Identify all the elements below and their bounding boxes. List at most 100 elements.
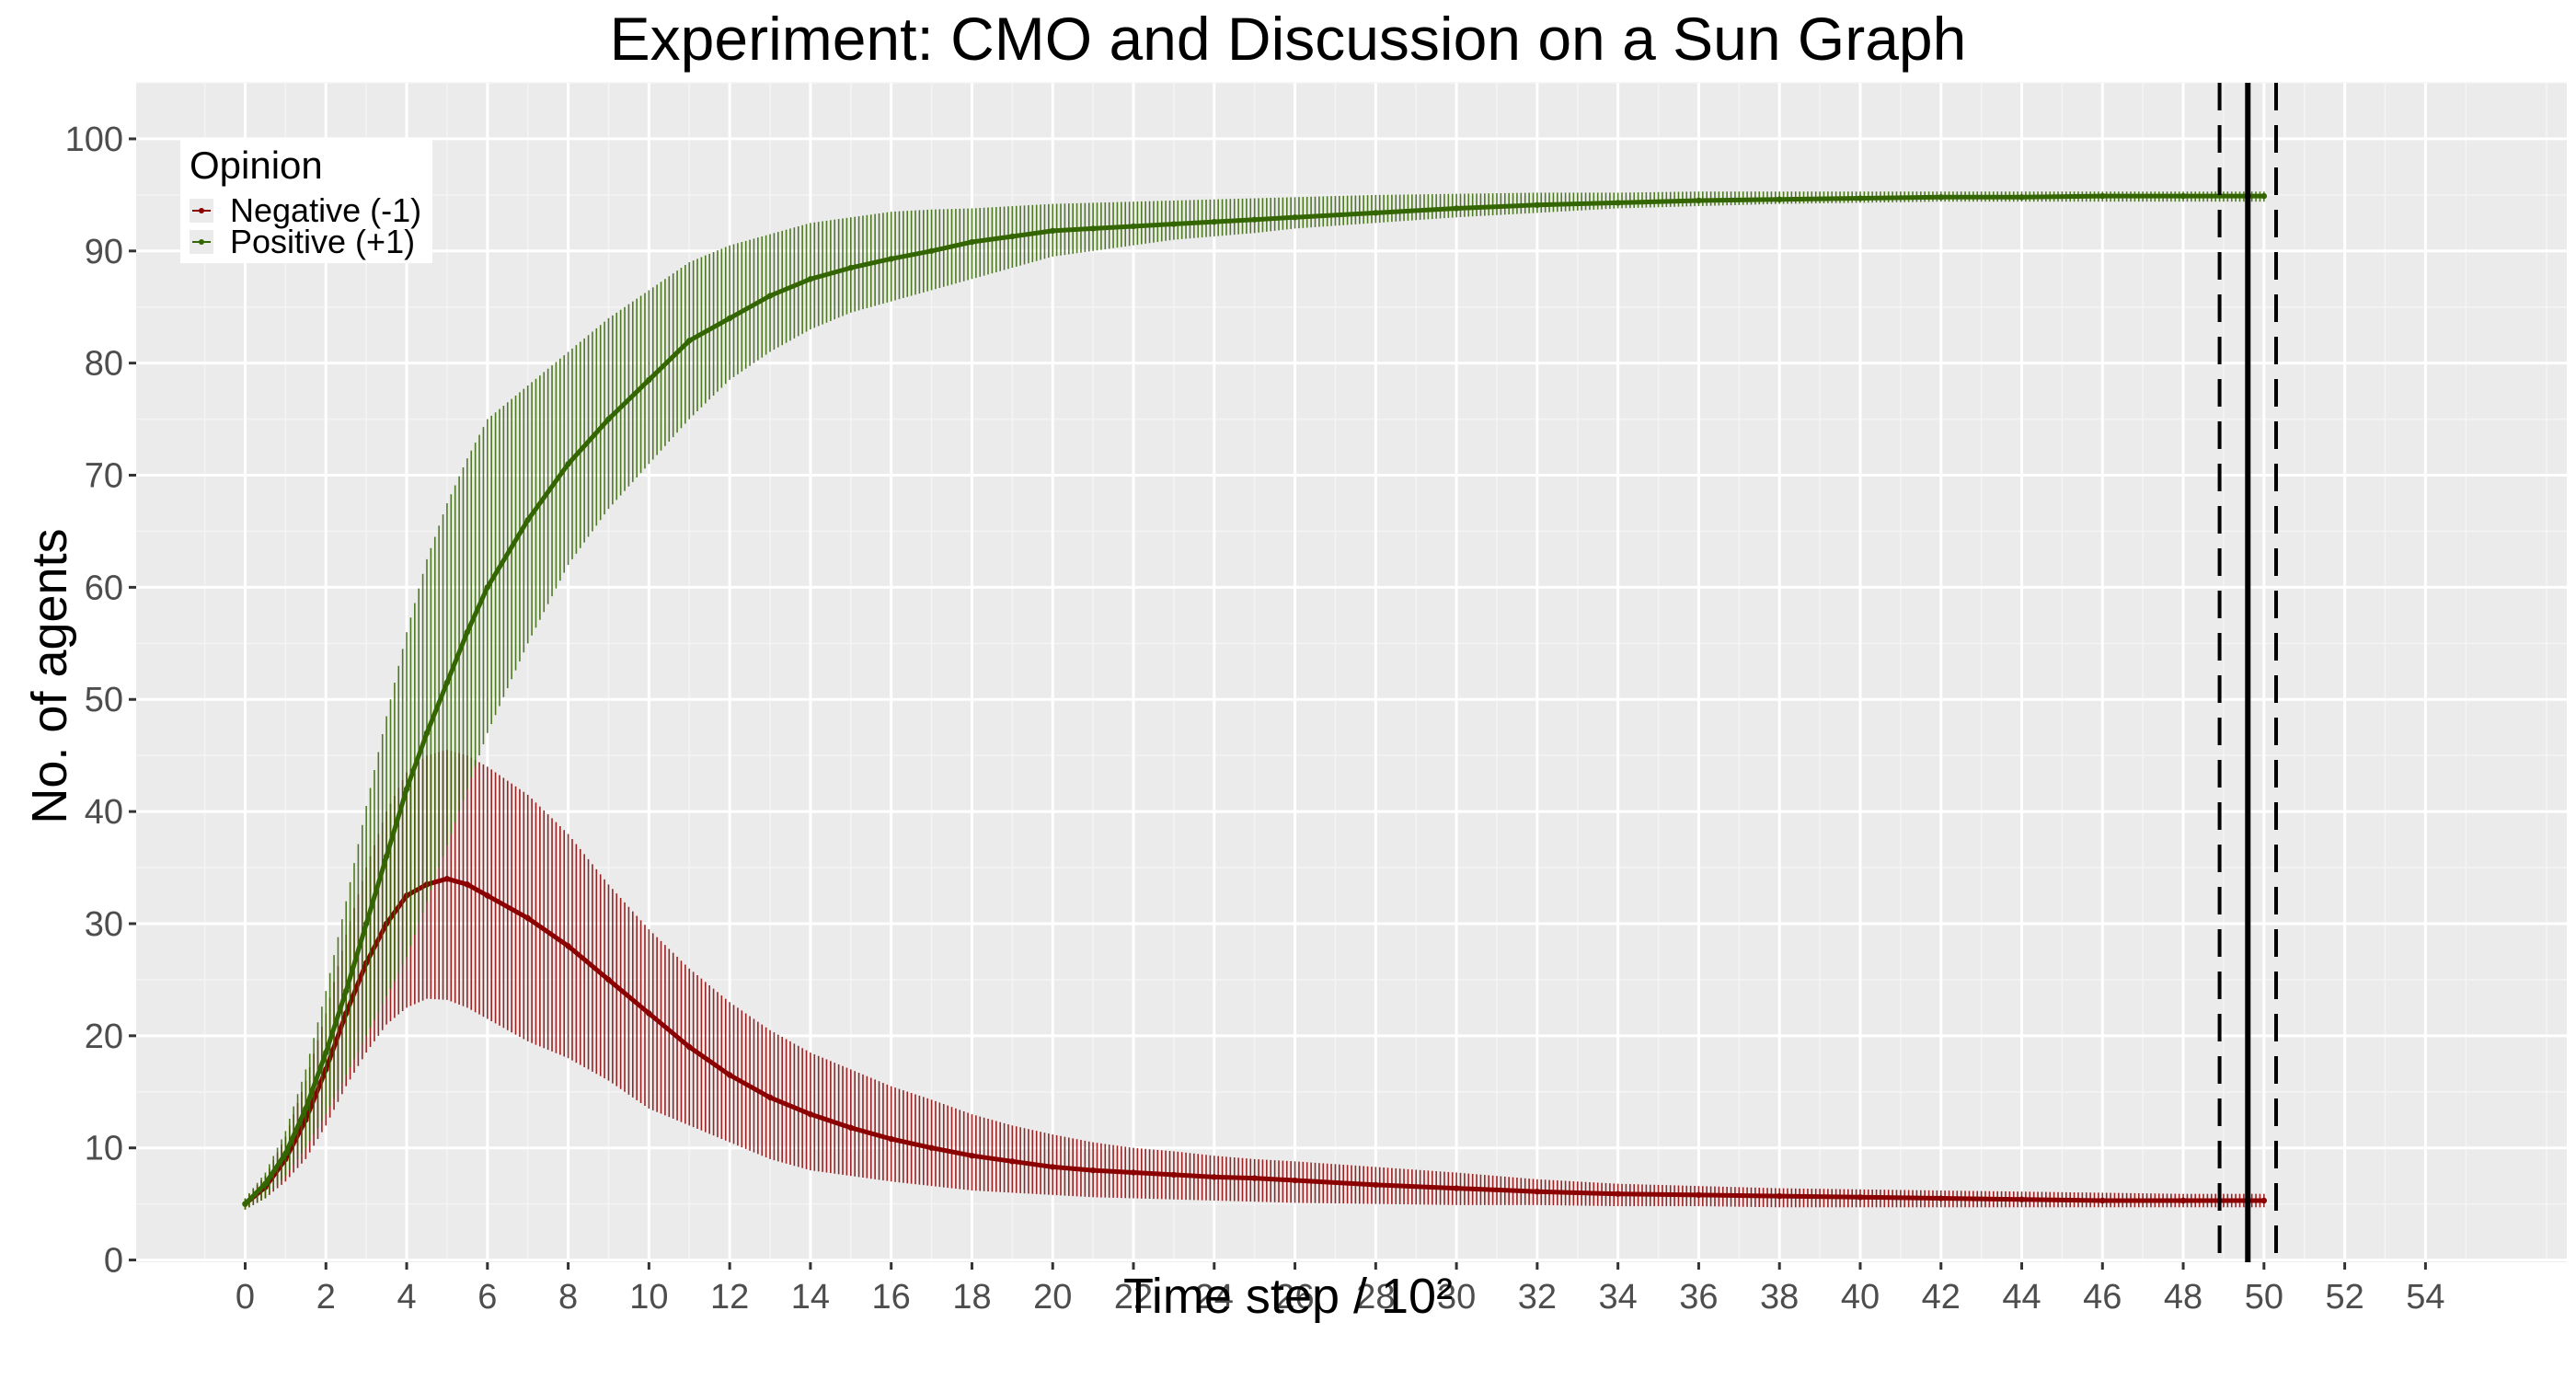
mean-point bbox=[484, 584, 491, 591]
mean-point bbox=[1211, 1174, 1217, 1180]
y-tick-label: 100 bbox=[65, 121, 123, 159]
mean-point bbox=[928, 247, 935, 254]
x-tick-label: 54 bbox=[2406, 1278, 2444, 1317]
mean-point bbox=[1050, 1164, 1056, 1170]
y-tick-label: 80 bbox=[85, 345, 123, 384]
mean-point bbox=[383, 853, 390, 860]
mean-point bbox=[1615, 1190, 1621, 1197]
x-tick-label: 22 bbox=[1114, 1278, 1153, 1317]
legend-label-positive: Positive (+1) bbox=[230, 223, 416, 260]
mean-point bbox=[565, 461, 571, 467]
mean-point bbox=[646, 376, 652, 384]
mean-point bbox=[2179, 192, 2187, 200]
mean-point bbox=[1089, 1167, 1097, 1174]
mean-point bbox=[1009, 1158, 1016, 1165]
legend-title: Opinion bbox=[190, 144, 323, 187]
legend-item-positive: Positive (+1) bbox=[190, 223, 415, 261]
mean-point bbox=[282, 1150, 289, 1156]
mean-point bbox=[807, 276, 814, 282]
mean-point bbox=[646, 1010, 652, 1017]
mean-point bbox=[1857, 195, 1864, 201]
mean-point bbox=[686, 1043, 693, 1051]
mean-point bbox=[1938, 1195, 1944, 1202]
mean-point bbox=[443, 876, 451, 882]
y-axis: 0 10 20 30 40 50 60 70 80 90 100 bbox=[65, 121, 136, 1281]
mean-point bbox=[726, 1072, 733, 1078]
reference-lines bbox=[2217, 83, 2279, 1262]
y-tick-label: 0 bbox=[104, 1242, 123, 1281]
x-tick-label: 50 bbox=[2245, 1278, 2283, 1317]
mean-point bbox=[969, 1153, 975, 1159]
mean-point bbox=[1938, 194, 1944, 201]
x-tick-label: 16 bbox=[872, 1278, 911, 1317]
legend-key-positive bbox=[190, 230, 213, 254]
x-tick-label: 34 bbox=[1599, 1278, 1638, 1317]
chart-title: Experiment: CMO and Discussion on a Sun … bbox=[609, 5, 1967, 73]
mean-point bbox=[847, 1124, 855, 1131]
y-tick-label: 90 bbox=[85, 233, 123, 271]
mean-point bbox=[847, 264, 855, 271]
mean-point bbox=[262, 1180, 269, 1187]
x-axis: 0 2 4 6 8 10 12 14 16 18 20 22 24 26 28 30 32 34 36 38 40 42 4… bbox=[236, 1262, 2445, 1317]
mean-point bbox=[2018, 194, 2025, 201]
x-tick-label: 18 bbox=[952, 1278, 991, 1317]
x-tick-label: 14 bbox=[791, 1278, 830, 1317]
mean-point bbox=[403, 786, 410, 792]
mean-point bbox=[888, 1135, 894, 1143]
mean-point bbox=[323, 1049, 329, 1056]
mean-point bbox=[1453, 205, 1460, 212]
x-tick-label: 24 bbox=[1195, 1278, 1234, 1317]
y-tick-label: 20 bbox=[85, 1018, 123, 1056]
mean-point bbox=[303, 1105, 309, 1112]
x-tick-label: 10 bbox=[629, 1278, 668, 1317]
series-positive bbox=[242, 191, 2268, 1210]
y-tick-label: 70 bbox=[85, 457, 123, 496]
mean-point bbox=[1373, 210, 1379, 216]
mean-point bbox=[1857, 1194, 1864, 1201]
legend-label-negative: Negative (-1) bbox=[230, 191, 422, 229]
x-tick-label: 46 bbox=[2083, 1278, 2122, 1317]
mean-point bbox=[1170, 1171, 1178, 1179]
x-tick-label: 44 bbox=[2002, 1278, 2041, 1317]
mean-point bbox=[524, 914, 531, 922]
mean-point bbox=[1453, 1185, 1460, 1191]
mean-point bbox=[807, 1110, 814, 1118]
mean-point bbox=[565, 943, 571, 949]
x-tick-label: 30 bbox=[1437, 1278, 1476, 1317]
mean-point bbox=[1615, 200, 1621, 206]
mean-point bbox=[1534, 201, 1541, 209]
x-tick-label: 32 bbox=[1518, 1278, 1557, 1317]
x-tick-label: 52 bbox=[2325, 1278, 2363, 1317]
mean-point bbox=[484, 892, 491, 899]
mean-point bbox=[423, 730, 431, 737]
x-tick-label: 8 bbox=[558, 1278, 578, 1317]
mean-point bbox=[928, 1144, 935, 1151]
mean-point bbox=[1777, 1192, 1783, 1200]
mean-point bbox=[343, 987, 350, 995]
mean-point bbox=[888, 256, 894, 262]
mean-point bbox=[605, 976, 612, 983]
mean-point bbox=[969, 238, 975, 246]
mean-point bbox=[362, 920, 370, 927]
x-tick-label: 12 bbox=[710, 1278, 749, 1317]
mean-point bbox=[1292, 1177, 1298, 1184]
y-tick-label: 40 bbox=[85, 793, 123, 832]
series-layer bbox=[242, 191, 2268, 1210]
mean-point bbox=[524, 517, 531, 523]
x-axis-label: Time step / 10² bbox=[1122, 1269, 1454, 1324]
mean-point bbox=[2260, 1197, 2268, 1204]
mean-point bbox=[464, 628, 471, 636]
mean-point bbox=[1050, 227, 1056, 235]
mean-point bbox=[1373, 1181, 1379, 1189]
mean-point bbox=[1170, 221, 1178, 227]
mean-point bbox=[2260, 192, 2268, 200]
mean-point bbox=[1292, 214, 1298, 221]
legend-key-negative bbox=[190, 199, 213, 223]
x-tick-label: 40 bbox=[1841, 1278, 1880, 1317]
mean-point bbox=[2099, 192, 2106, 200]
x-tick-label: 26 bbox=[1275, 1278, 1314, 1317]
mean-point bbox=[1211, 218, 1217, 225]
legend: Opinion Negative (-1) Positive (+1) bbox=[180, 138, 432, 263]
x-tick-label: 36 bbox=[1679, 1278, 1718, 1317]
